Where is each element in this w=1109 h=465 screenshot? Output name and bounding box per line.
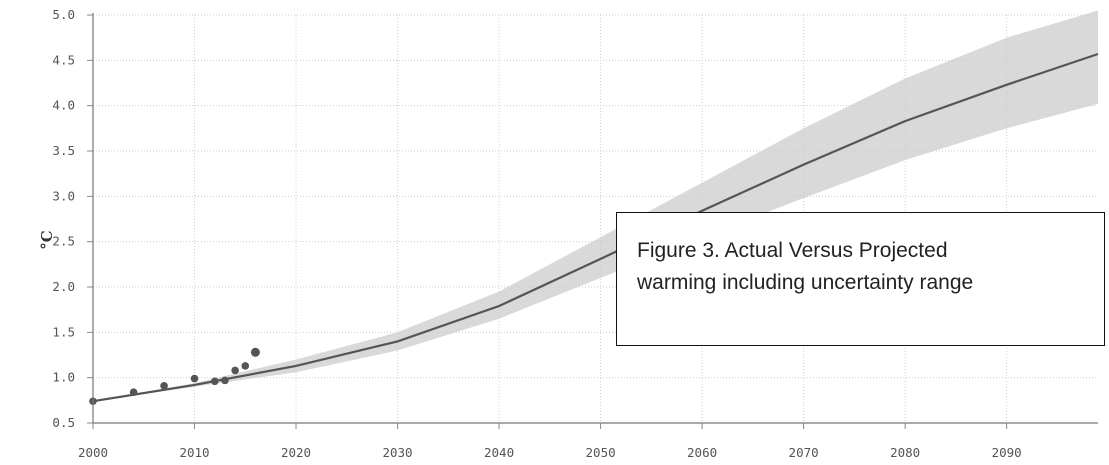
x-tick-label: 2040 bbox=[484, 445, 514, 460]
y-tick-labels: 0.5 1.0 1.5 2.0 2.5 3.0 3.5 4.0 4.5 5.0 bbox=[52, 7, 75, 430]
caption-line-2: warming including uncertainty range bbox=[637, 271, 974, 294]
observed-point bbox=[129, 388, 138, 396]
figure-caption-box: Figure 3. Actual Versus Projected warmin… bbox=[616, 212, 1105, 346]
y-tick-label: 4.5 bbox=[52, 52, 75, 67]
x-tick-label: 2090 bbox=[992, 445, 1022, 460]
y-tick-label: 1.5 bbox=[52, 324, 75, 339]
y-tick-label: 3.0 bbox=[52, 188, 75, 203]
projection-line bbox=[92, 52, 1099, 403]
y-tick-label: 1.0 bbox=[52, 370, 75, 385]
y-tick-label: 2.5 bbox=[52, 234, 75, 249]
x-tick-labels: 2000 2010 2020 2030 2040 2050 2060 2070 2080 2090 bbox=[78, 445, 1022, 460]
axes bbox=[87, 13, 1098, 429]
observed-point bbox=[250, 347, 260, 357]
y-tick-label: 2.0 bbox=[52, 279, 75, 294]
y-tick-label: 0.5 bbox=[52, 415, 75, 430]
observed-point bbox=[211, 377, 219, 386]
y-tick-label: 5.0 bbox=[52, 7, 75, 22]
observed-point bbox=[190, 374, 199, 383]
x-tick-label: 2020 bbox=[281, 445, 311, 460]
x-tick-label: 2060 bbox=[687, 445, 717, 460]
observed-points bbox=[89, 347, 260, 406]
observed-point bbox=[160, 382, 168, 390]
x-tick-label: 2030 bbox=[382, 445, 412, 460]
projection-mean-line bbox=[92, 52, 1099, 403]
x-tick-label: 2070 bbox=[789, 445, 819, 460]
observed-point bbox=[231, 366, 239, 375]
y-tick-label: 4.0 bbox=[52, 98, 75, 113]
x-tick-label: 2050 bbox=[586, 445, 616, 460]
caption-line-1: Figure 3. Actual Versus Projected bbox=[637, 239, 948, 262]
y-tick-label: 3.5 bbox=[52, 143, 75, 158]
y-axis-title: °C bbox=[38, 230, 56, 250]
x-tick-label: 2010 bbox=[179, 445, 209, 460]
observed-point bbox=[241, 362, 250, 370]
observed-point bbox=[221, 376, 229, 385]
uncertainty-band-area bbox=[93, 10, 1098, 402]
uncertainty-band bbox=[93, 10, 1098, 402]
x-tick-label: 2000 bbox=[78, 445, 108, 460]
x-tick-label: 2080 bbox=[890, 445, 920, 460]
